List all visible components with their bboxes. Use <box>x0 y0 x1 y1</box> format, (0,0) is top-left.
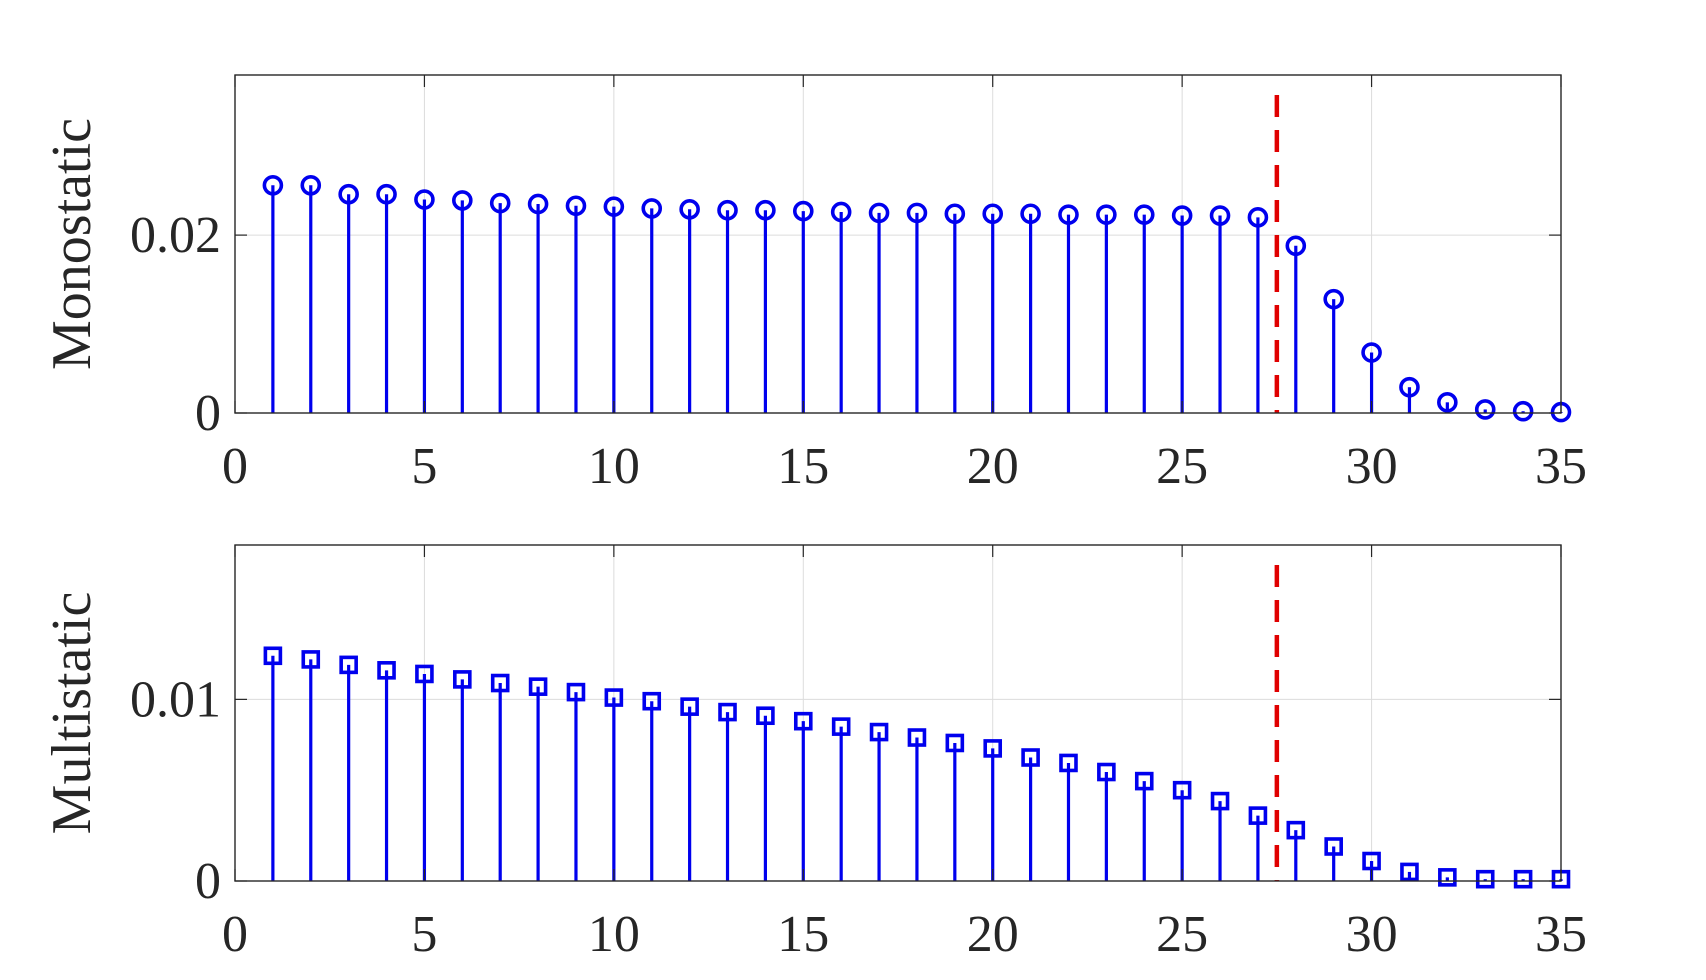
stem-marker-square <box>1059 753 1078 773</box>
stem-marker-square <box>945 733 965 753</box>
stem-marker-square <box>1362 851 1381 871</box>
stem-marker-circle <box>1171 205 1193 226</box>
stem-marker-circle <box>1323 288 1344 310</box>
stem-marker-square <box>1248 806 1268 825</box>
stem-marker-square <box>756 706 775 726</box>
stem-marker-circle <box>1361 342 1382 363</box>
stem-marker-circle <box>489 192 511 214</box>
stem-marker-square <box>1513 869 1533 889</box>
y-tick-label: 0 <box>195 853 221 910</box>
x-tick-label: 0 <box>222 906 248 963</box>
y-axis-label: Multistatic <box>41 592 103 835</box>
axes-box <box>234 74 1562 414</box>
x-tick-label: 5 <box>411 906 437 963</box>
x-tick-label: 30 <box>1346 906 1398 963</box>
stem-marker-square <box>604 688 624 707</box>
x-tick-label: 10 <box>588 906 640 963</box>
stem-marker-circle <box>1096 204 1117 225</box>
stem-marker-circle <box>679 199 700 220</box>
stem-marker-square <box>793 711 813 731</box>
stem-marker-circle <box>982 203 1004 225</box>
stem-marker-circle <box>1437 392 1458 413</box>
stem-marker-circle <box>868 202 890 224</box>
stem-marker-square <box>1324 837 1343 856</box>
stem-marker-circle <box>1209 205 1231 226</box>
stem-marker-circle <box>792 200 814 222</box>
y-tick-label: 0.02 <box>130 207 221 264</box>
x-tick-label: 15 <box>777 906 829 963</box>
stem-marker-square <box>490 673 510 693</box>
stem-marker-square <box>1134 771 1154 791</box>
stem-marker-circle <box>1474 399 1496 420</box>
stem-marker-circle <box>906 202 928 224</box>
y-tick-label: 0 <box>195 385 221 442</box>
stem-marker-square <box>1172 780 1192 800</box>
stem-marker-square <box>1400 862 1419 882</box>
stem-marker-circle <box>1247 207 1269 228</box>
monostatic-panel: 0 5 10 15 20 25 30 35 0 0.02 Monostatic <box>41 74 1587 495</box>
stem-marker-circle <box>1512 400 1534 422</box>
x-tick-label: 5 <box>411 438 437 495</box>
stem-marker-circle <box>603 196 625 217</box>
stem-marker-circle <box>944 203 966 225</box>
stem-marker-circle <box>755 199 776 221</box>
stem-marker-circle <box>338 183 359 205</box>
x-tick-label: 15 <box>777 438 829 495</box>
stem-marker-square <box>377 661 396 680</box>
stem-marker-circle <box>717 199 738 221</box>
x-tick-label: 0 <box>222 438 248 495</box>
stem-marker-circle <box>1058 204 1079 225</box>
stem-marker-square <box>339 655 358 675</box>
stem-marker-square <box>1438 868 1457 887</box>
stem-marker-square <box>869 722 889 742</box>
x-tick-label: 25 <box>1156 438 1208 495</box>
axes-box <box>234 544 1562 882</box>
stem-marker-square <box>1021 748 1040 767</box>
stem-marker-circle <box>414 189 435 210</box>
x-tick-label: 20 <box>967 438 1019 495</box>
stem-marker-circle <box>1020 203 1041 225</box>
x-tick-label: 20 <box>967 906 1019 963</box>
multistatic-panel: 0 5 10 15 20 25 30 35 0 0.01 Multistatic <box>41 544 1587 963</box>
stem-marker-square <box>983 739 1003 758</box>
stem-marker-square <box>907 728 927 747</box>
stem-marker-square <box>301 650 321 669</box>
stem-marker-circle <box>527 193 549 215</box>
stem-marker-circle <box>452 190 473 211</box>
stem-marker-circle <box>830 201 852 223</box>
stem-marker-square <box>831 717 851 736</box>
x-tick-label: 35 <box>1535 906 1587 963</box>
stem-marker-circle <box>262 174 284 196</box>
stem-marker-square <box>718 702 737 722</box>
y-tick-label: 0.01 <box>130 671 221 728</box>
stem-marker-circle <box>376 183 397 205</box>
stem-marker-square <box>453 670 472 689</box>
stem-marker-circle <box>1133 204 1155 225</box>
x-tick-label: 30 <box>1346 438 1398 495</box>
stem-marker-square <box>1210 791 1230 811</box>
x-tick-label: 10 <box>588 438 640 495</box>
stem-marker-square <box>642 691 662 711</box>
stem-marker-square <box>1097 762 1116 782</box>
stem-marker-square <box>528 677 548 696</box>
stem-marker-square <box>566 682 586 702</box>
stem-marker-circle <box>1399 376 1420 398</box>
stem-marker-square <box>1475 869 1495 889</box>
stem-marker-circle <box>300 174 322 196</box>
stem-marker-square <box>680 697 699 716</box>
stem-marker-circle <box>565 195 587 217</box>
stem-marker-circle <box>1285 235 1307 257</box>
stem-marker-square <box>1286 820 1306 840</box>
x-tick-label: 25 <box>1156 906 1208 963</box>
stem-marker-circle <box>641 198 663 219</box>
stem-marker-square <box>415 664 434 684</box>
y-axis-label: Monostatic <box>41 118 103 370</box>
x-tick-label: 35 <box>1535 438 1587 495</box>
stem-marker-square <box>263 646 283 666</box>
